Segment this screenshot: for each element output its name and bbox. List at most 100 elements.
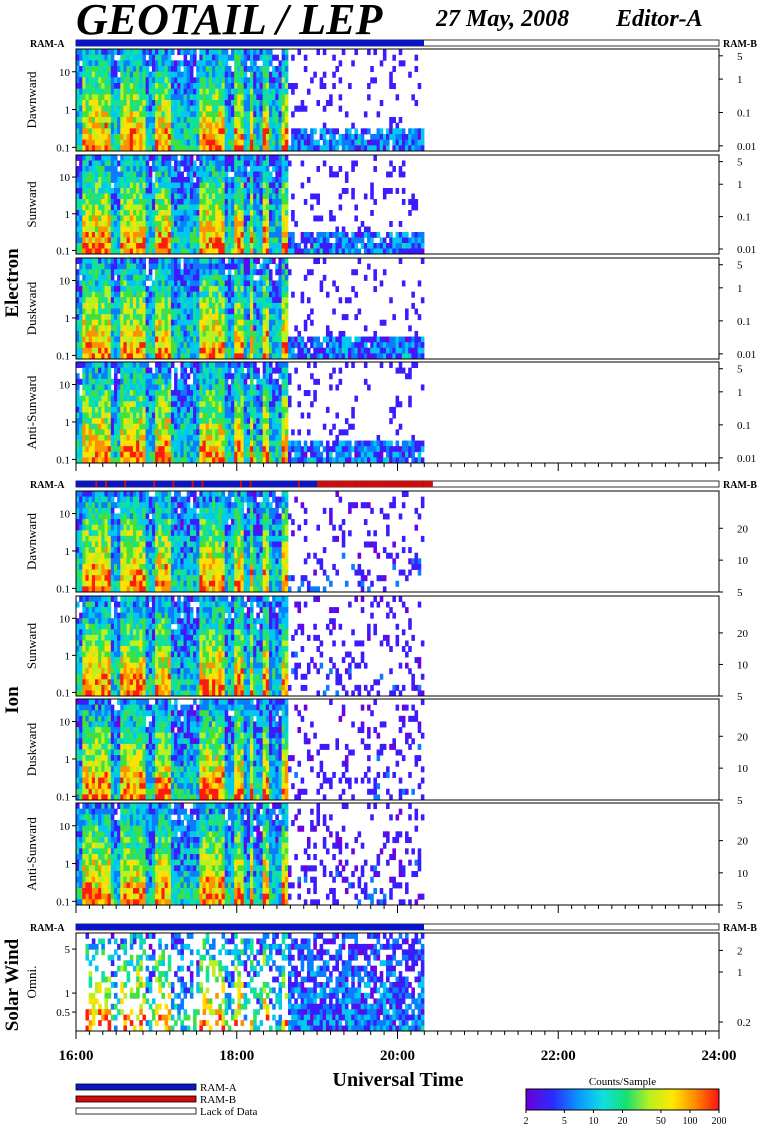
spectrogram-cell (101, 291, 105, 298)
spectrogram-cell (208, 171, 213, 178)
spectrogram-cell (196, 362, 200, 369)
spectrogram-cell (107, 111, 112, 118)
spectrogram-cell (370, 237, 374, 244)
spectrogram-cell (148, 88, 153, 95)
spectrogram-cell (253, 248, 257, 255)
spectrogram-cell (79, 286, 83, 293)
spectrogram-cell (139, 362, 143, 369)
spectrogram-cell (148, 111, 153, 118)
spectrogram-cell (240, 314, 245, 321)
spectrogram-cell (123, 71, 128, 78)
spectrogram-cell (76, 258, 80, 265)
spectrogram-cell (148, 60, 153, 67)
spectrogram-cell (186, 314, 191, 321)
spectrogram-cell (322, 128, 327, 135)
spectrogram-cell (272, 291, 276, 298)
spectrogram-cell (234, 88, 238, 95)
spectrogram-cell (117, 308, 121, 315)
spectrogram-cell (218, 66, 222, 73)
spectrogram-cell (284, 122, 289, 129)
spectrogram-cell (120, 286, 124, 293)
spectrogram-cell (82, 145, 86, 152)
spectrogram-cell (212, 291, 216, 298)
spectrogram-cell (164, 128, 169, 135)
spectrogram-cell (332, 243, 336, 249)
spectrogram-cell (136, 83, 140, 90)
spectrogram-cell (268, 204, 273, 211)
spectrogram-cell (243, 139, 248, 146)
spectrogram-cell (85, 384, 90, 391)
spectrogram-cell (221, 269, 226, 276)
spectrogram-cell (107, 243, 112, 249)
spectrogram-cell (272, 280, 276, 287)
spectrogram-cell (240, 237, 245, 244)
spectrogram-cell (183, 49, 188, 56)
spectrogram-cell (363, 347, 368, 354)
spectrogram-cell (126, 71, 131, 78)
spectrogram-cell (205, 160, 210, 167)
y-tick-label: 10 (59, 276, 71, 288)
spectrogram-cell (91, 105, 96, 112)
spectrogram-cell (227, 286, 232, 293)
spectrogram-cell (303, 347, 308, 354)
spectrogram-cell (272, 145, 276, 152)
spectrogram-cell (246, 325, 251, 332)
spectrogram-cell (145, 117, 150, 124)
spectrogram-cell (265, 221, 270, 227)
spectrogram-cell (246, 199, 251, 205)
spectrogram-cell (272, 66, 276, 73)
spectrogram-cell (224, 314, 229, 321)
spectrogram-cell (167, 105, 172, 112)
spectrogram-cell (287, 145, 292, 152)
spectrogram-cell (148, 347, 153, 354)
spectrogram-cell (316, 353, 321, 360)
spectrogram-cell (417, 128, 422, 135)
spectrogram-cell (101, 248, 105, 255)
spectrogram-cell (98, 49, 102, 56)
spectrogram-cell (142, 353, 147, 360)
spectrogram-cell (411, 237, 415, 244)
spectrogram-cell (145, 204, 150, 211)
spectrogram-cell (104, 77, 109, 84)
spectrogram-cell (265, 128, 270, 135)
spectrogram-cell (85, 286, 90, 293)
spectrogram-cell (120, 66, 124, 73)
spectrogram-cell (237, 215, 241, 222)
spectrogram-cell (367, 347, 371, 354)
spectrogram-cell (227, 302, 232, 309)
spectrogram-cell (196, 406, 200, 413)
spectrogram-cell (170, 94, 175, 101)
spectrogram-cell (240, 145, 245, 152)
spectrogram-cell (155, 412, 159, 419)
spectrogram-cell (161, 199, 165, 205)
spectrogram-cell (91, 134, 96, 141)
spectrogram-cell (101, 418, 105, 425)
spectrogram-cell (275, 353, 279, 360)
spectrogram-cell (110, 418, 115, 425)
spectrogram-cell (265, 291, 270, 298)
spectrogram-cell (278, 166, 283, 172)
spectrogram-cell (243, 269, 248, 276)
spectrogram-cell (142, 395, 147, 402)
spectrogram-cell (303, 134, 308, 141)
spectrogram-cell (98, 117, 102, 124)
spectrogram-cell (231, 330, 235, 337)
spectrogram-cell (281, 88, 286, 95)
spectrogram-cell (170, 280, 175, 287)
spectrogram-cell (177, 171, 181, 178)
spectrogram-cell (177, 100, 181, 107)
spectrogram-cell (142, 302, 147, 309)
spectrogram-cell (177, 94, 181, 101)
spectrogram-cell (104, 362, 109, 369)
spectrogram-cell (82, 155, 86, 161)
spectrogram-cell (148, 243, 153, 249)
spectrogram-cell (189, 440, 194, 447)
spectrogram-cell (360, 128, 365, 135)
spectrogram-cell (132, 457, 137, 464)
spectrogram-cell (174, 60, 178, 67)
spectrogram-cell (240, 177, 245, 183)
spectrogram-cell (363, 226, 368, 233)
spectrogram-cell (155, 122, 159, 129)
spectrogram-cell (265, 60, 270, 67)
spectrogram-cell (88, 263, 93, 270)
